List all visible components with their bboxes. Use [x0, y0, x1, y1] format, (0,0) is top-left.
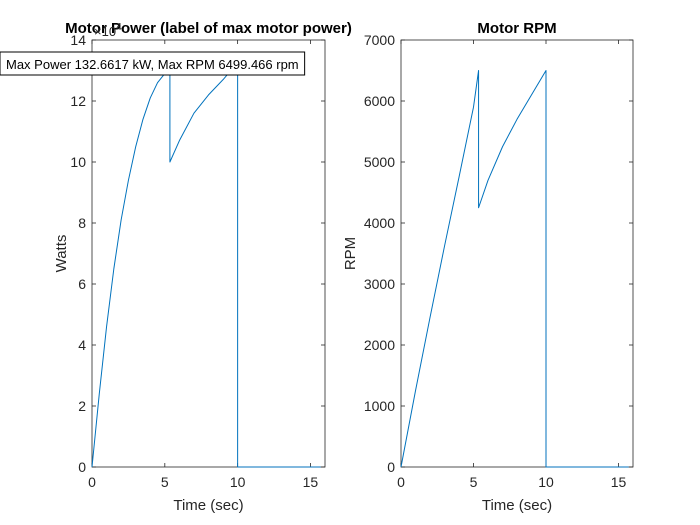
x-tick-label: 0: [88, 474, 96, 490]
y-tick-label: 0: [387, 459, 395, 475]
rpm-axes-frame: [400, 39, 634, 468]
y-tick-label: 10: [70, 154, 86, 170]
y-tick-label: 4000: [364, 215, 395, 231]
power-x-axis-label: Time (sec): [173, 497, 243, 514]
power-y-axis-label: Watts: [53, 235, 70, 273]
rpm-y-axis-label: RPM: [342, 237, 359, 270]
x-tick-label: 10: [538, 474, 554, 490]
x-tick-label: 15: [611, 474, 627, 490]
annotation-text: Max Power 132.6617 kW, Max RPM 6499.466 …: [6, 57, 299, 72]
y-tick-label: 14: [70, 32, 86, 48]
power-y-ticks: 0 2 4 6 8 10 12 14: [70, 32, 325, 475]
y-tick-label: 8: [78, 215, 86, 231]
y-tick-label: 1000: [364, 398, 395, 414]
x-tick-label: 10: [230, 474, 246, 490]
power-chart: 0 5 10 15 0 2 4 6 8 10 12 14 Motor Power (label of…: [0, 20, 352, 514]
x-tick-label: 5: [161, 474, 169, 490]
rpm-chart-title: Motor RPM: [477, 20, 556, 37]
power-series-line: [91, 62, 321, 468]
y-tick-label: 12: [70, 93, 86, 109]
power-y-exponent: ×104: [94, 22, 122, 39]
power-axes-frame: [91, 39, 326, 468]
y-tick-label: 2: [78, 398, 86, 414]
x-tick-label: 5: [470, 474, 478, 490]
y-tick-label: 7000: [364, 32, 395, 48]
y-tick-label: 0: [78, 459, 86, 475]
rpm-chart: 0 5 10 15 0 1000 2000 3000 4000 5000 6000 7000 Mot…: [342, 20, 634, 514]
x-tick-label: 15: [303, 474, 319, 490]
y-tick-label: 2000: [364, 337, 395, 353]
y-tick-label: 6000: [364, 93, 395, 109]
annotation-box: [0, 51, 306, 76]
rpm-series-line: [400, 70, 629, 468]
y-tick-label: 3000: [364, 276, 395, 292]
y-tick-label: 6: [78, 276, 86, 292]
x-tick-label: 0: [397, 474, 405, 490]
max-power-annotation: Max Power 132.6617 kW, Max RPM 6499.466 …: [0, 51, 306, 76]
power-chart-title: Motor Power (label of max motor power): [65, 20, 352, 37]
rpm-y-ticks: 0 1000 2000 3000 4000 5000 6000 7000: [364, 32, 633, 475]
y-tick-label: 4: [78, 337, 86, 353]
rpm-x-axis-label: Time (sec): [482, 497, 552, 514]
y-tick-label: 5000: [364, 154, 395, 170]
